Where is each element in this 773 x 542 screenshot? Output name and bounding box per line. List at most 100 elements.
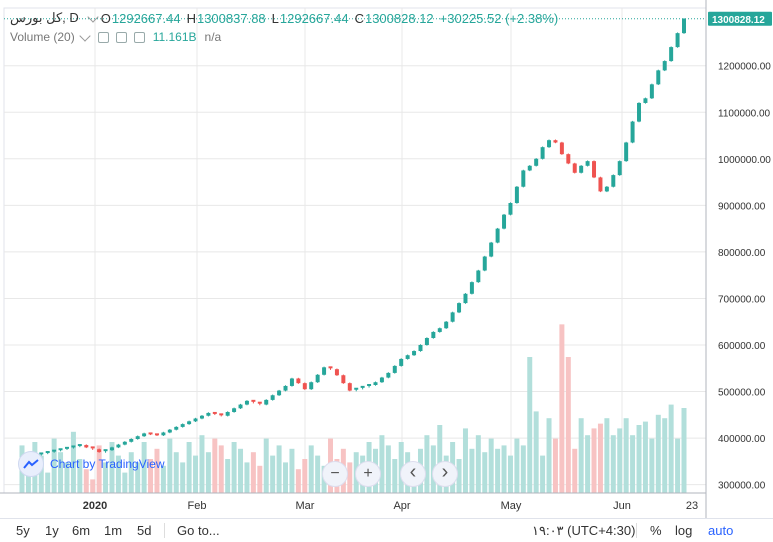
scroll-forward-button[interactable]: ›	[432, 461, 458, 487]
volume-bar	[96, 445, 102, 493]
y-tick-label: 500000.00	[718, 388, 766, 399]
percent-toggle[interactable]: %	[650, 523, 662, 538]
volume-bar	[565, 357, 571, 493]
zoom-in-button[interactable]: +	[355, 461, 381, 487]
volume-bar	[520, 445, 526, 493]
volume-bar	[610, 435, 616, 493]
candle	[431, 331, 436, 339]
toolbar-divider	[164, 523, 165, 538]
candle	[219, 413, 224, 416]
volume-bar	[495, 448, 501, 493]
timeframe-1m[interactable]: 1m	[104, 523, 123, 538]
timezone-button[interactable]: ۱۹:۰۳ (UTC+4:30)	[532, 523, 636, 538]
high-value: 1300837.88	[196, 10, 266, 26]
volume-bar	[642, 421, 648, 493]
symbol-title[interactable]: کل بورس, D	[10, 10, 79, 25]
volume-bar	[527, 357, 533, 493]
x-tick-label: 23	[686, 500, 698, 512]
candle	[572, 163, 577, 173]
volume-bar	[315, 455, 321, 493]
candle	[64, 446, 69, 449]
auto-scale-toggle[interactable]: auto	[708, 523, 734, 538]
x-tick-label: Mar	[296, 500, 315, 512]
candle	[521, 170, 526, 187]
volume-bar	[514, 438, 520, 493]
y-tick-label: 900000.00	[718, 201, 766, 212]
volume-bar	[675, 438, 681, 493]
candle	[161, 432, 166, 436]
candle	[585, 161, 590, 166]
candle	[514, 186, 519, 204]
candle	[611, 175, 616, 187]
timeframe-5y[interactable]: 5y	[16, 523, 30, 538]
candle	[534, 158, 539, 166]
candle	[309, 382, 314, 390]
volume-bar	[45, 472, 51, 493]
close-icon[interactable]	[133, 31, 145, 43]
candle	[604, 186, 609, 192]
volume-bar	[154, 448, 160, 493]
close-value: 1300828.12	[364, 10, 434, 26]
volume-bar	[456, 459, 462, 493]
candle	[71, 445, 76, 448]
candle	[90, 446, 95, 449]
candle	[174, 426, 179, 430]
y-tick-label: 700000.00	[718, 294, 766, 305]
volume-bar	[540, 455, 546, 493]
candle	[199, 415, 204, 419]
zoom-out-button[interactable]: −	[322, 461, 348, 487]
scroll-back-button[interactable]: ‹	[400, 461, 426, 487]
candle	[508, 203, 513, 215]
open-label: O	[100, 10, 111, 26]
timeframe-1y[interactable]: 1y	[45, 523, 59, 538]
candle	[463, 293, 468, 304]
volume-bar	[617, 428, 623, 493]
axes: 1200000.00 1100000.00 1000000.00 900000.00 8…	[0, 0, 772, 518]
goto-button[interactable]: Go to...	[177, 523, 220, 538]
candle	[315, 374, 320, 383]
log-toggle[interactable]: log	[675, 523, 693, 538]
volume-bar	[630, 435, 636, 493]
volume-bar	[270, 455, 276, 493]
candle	[624, 142, 629, 162]
x-tick-label: May	[501, 500, 522, 512]
volume-bar	[649, 438, 655, 493]
candles	[20, 18, 686, 460]
volume-bar	[173, 452, 179, 493]
gear-icon[interactable]	[115, 31, 127, 43]
candle	[669, 47, 674, 62]
candle	[302, 383, 307, 390]
candle	[322, 367, 327, 375]
candle	[116, 444, 121, 448]
candle	[495, 228, 500, 243]
candle	[289, 378, 294, 386]
candle	[347, 383, 352, 391]
volume-bar	[469, 448, 475, 493]
chevron-down-icon[interactable]	[87, 10, 99, 23]
tradingview-watermark[interactable]: Chart by TradingView	[18, 451, 165, 477]
candle	[592, 161, 597, 178]
volume-bar	[218, 445, 224, 493]
candle	[405, 355, 410, 359]
volume-value: 11.161B	[152, 30, 197, 44]
plot-border	[3, 7, 707, 494]
volume-bar	[578, 418, 584, 493]
candle	[193, 418, 198, 422]
volume-bar	[103, 462, 109, 493]
candle	[386, 372, 391, 378]
volume-bar	[604, 418, 610, 493]
y-tick-label: 800000.00	[718, 248, 766, 259]
last-price-label: 1300828.12	[712, 15, 765, 26]
candle	[225, 412, 230, 416]
x-tick-label: Jun	[613, 500, 631, 512]
chevron-down-icon[interactable]	[79, 29, 91, 42]
volume-label[interactable]: Volume (20)	[10, 30, 75, 44]
eye-icon[interactable]	[97, 31, 109, 43]
timeframe-5d[interactable]: 5d	[137, 523, 152, 538]
candle	[52, 449, 57, 452]
timeframe-6m[interactable]: 6m	[72, 523, 91, 538]
candle	[643, 98, 648, 103]
volume-bar	[225, 459, 231, 493]
candle	[109, 447, 114, 451]
volume-bar	[475, 435, 481, 493]
